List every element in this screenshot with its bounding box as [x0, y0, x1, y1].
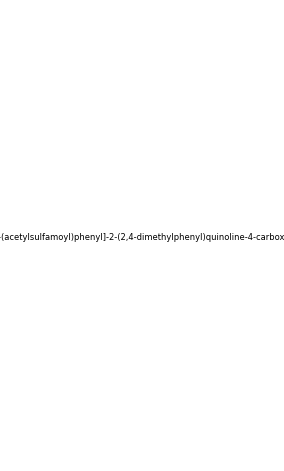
Text: N-[4-(acetylsulfamoyl)phenyl]-2-(2,4-dimethylphenyl)quinoline-4-carboxamide: N-[4-(acetylsulfamoyl)phenyl]-2-(2,4-dim… — [0, 233, 284, 243]
